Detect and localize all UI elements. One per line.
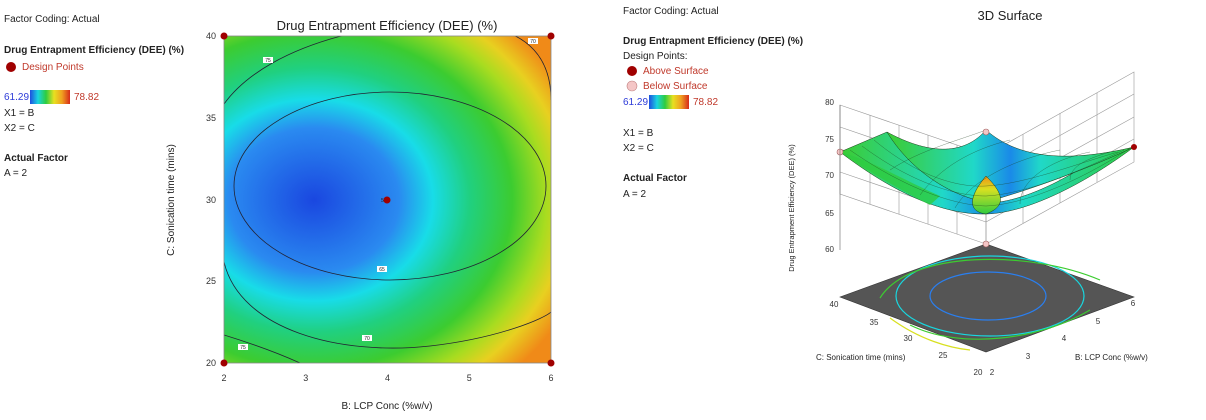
- contour-label-65: 65: [379, 267, 385, 273]
- contour-line-70: [224, 261, 551, 349]
- x-tick: 4: [1062, 334, 1067, 343]
- above-surface-label: Above Surface: [643, 66, 709, 77]
- contour-x-ticks: 2 3 4 5 6: [221, 373, 553, 383]
- factor-coding-left: Factor Coding: Actual: [4, 14, 100, 25]
- surface-z-axis-label: Drug Entrapment Efficiency (DEE) (%): [787, 144, 796, 272]
- contour-y-ticks: 20 25 30 35 40: [206, 31, 216, 368]
- x-tick: 5: [467, 373, 472, 383]
- y-tick: 40: [830, 300, 839, 309]
- factor-coding-right: Factor Coding: Actual: [623, 6, 719, 17]
- contour-labels: 65 70 75 70 75: [238, 38, 538, 351]
- surface-chart: 3D Surface: [787, 8, 1148, 377]
- x-tick: 3: [1026, 352, 1031, 361]
- y-tick: 25: [206, 276, 216, 286]
- floor-contours: [879, 255, 1101, 351]
- design-points-label-left: Design Points: [22, 62, 84, 73]
- contour-title: Drug Entrapment Efficiency (DEE) (%): [277, 18, 498, 33]
- contour-design-points: 5: [220, 32, 555, 367]
- range-max-right: 78.82: [693, 97, 719, 108]
- surface-z-ticks: 60 65 70 75 80: [825, 98, 834, 254]
- design-points-label-right: Design Points:: [623, 51, 688, 62]
- actual-factor-title-right: Actual Factor: [623, 173, 687, 184]
- actual-factor-title-left: Actual Factor: [4, 153, 68, 164]
- actual-factor-value-left: A = 2: [4, 168, 28, 179]
- color-scale-bar-left: [30, 90, 70, 104]
- range-max-left: 78.82: [74, 92, 100, 103]
- surface-x-ticks: 2 3 4 5 6: [990, 299, 1136, 377]
- y-tick: 25: [939, 351, 948, 360]
- design-point: [547, 359, 555, 367]
- surface-title: 3D Surface: [977, 8, 1042, 23]
- y-tick: 35: [870, 318, 879, 327]
- contour-line-65: [233, 91, 547, 281]
- surface-x-axis-label: B: LCP Conc (%w/v): [1075, 353, 1148, 362]
- surface-floor: [839, 243, 1135, 353]
- contour-label-75-top: 75: [265, 58, 271, 64]
- contour-label-75-bottom: 75: [240, 345, 246, 351]
- color-scale-bar-right: [649, 95, 689, 109]
- y-tick: 40: [206, 31, 216, 41]
- x-tick: 4: [385, 373, 390, 383]
- design-point: [220, 359, 228, 367]
- y-tick: 30: [206, 195, 216, 205]
- x-tick: 5: [1096, 317, 1101, 326]
- contour-label-70: 70: [364, 336, 370, 342]
- contour-x-axis-label: B: LCP Conc (%w/v): [342, 401, 433, 412]
- design-point-below: [982, 240, 990, 248]
- design-point-above: [1131, 144, 1137, 150]
- contour-chart: Drug Entrapment Efficiency (DEE) (%) 65 …: [166, 18, 555, 412]
- x2-assignment-right: X2 = C: [623, 143, 654, 154]
- z-tick: 65: [825, 209, 834, 218]
- z-tick: 60: [825, 245, 834, 254]
- x2-assignment-left: X2 = C: [4, 123, 35, 134]
- surface-y-axis-label: C: Sonication time (mins): [816, 353, 906, 362]
- y-tick: 35: [206, 113, 216, 123]
- y-tick: 20: [974, 368, 983, 377]
- x-tick: 6: [1131, 299, 1136, 308]
- below-surface-label: Below Surface: [643, 81, 708, 92]
- design-point-center: [383, 196, 391, 204]
- below-surface-marker-icon: [626, 80, 638, 92]
- z-tick: 80: [825, 98, 834, 107]
- y-tick: 30: [904, 334, 913, 343]
- design-point: [547, 32, 555, 40]
- range-min-right: 61.29: [623, 97, 649, 108]
- x1-assignment-right: X1 = B: [623, 128, 654, 139]
- contour-line-75-top: [224, 36, 551, 105]
- x-tick: 2: [990, 368, 995, 377]
- y-tick: 20: [206, 358, 216, 368]
- response-surface: [839, 129, 1135, 215]
- x1-assignment-left: X1 = B: [4, 108, 35, 119]
- response-title-left: Drug Entrapment Efficiency (DEE) (%): [4, 45, 185, 56]
- design-point-marker-icon: [6, 62, 16, 72]
- contour-y-axis-label: C: Sonication time (mins): [166, 144, 177, 256]
- x-tick: 3: [303, 373, 308, 383]
- x-tick: 2: [221, 373, 226, 383]
- actual-factor-value-right: A = 2: [623, 189, 647, 200]
- contour-line-75-bottom: [224, 334, 301, 363]
- surface-y-ticks: 20 25 30 35 40: [830, 300, 983, 377]
- range-min-left: 61.29: [4, 92, 30, 103]
- design-point: [220, 32, 228, 40]
- z-tick: 75: [825, 135, 834, 144]
- x-tick: 6: [548, 373, 553, 383]
- design-point-below: [982, 128, 990, 136]
- contour-label-70-top: 70: [530, 39, 536, 45]
- contour-plot-frame: [223, 35, 552, 364]
- above-surface-marker-icon: [627, 66, 637, 76]
- z-tick: 70: [825, 171, 834, 180]
- center-point-count: 5: [381, 198, 384, 204]
- response-title-right: Drug Entrapment Efficiency (DEE) (%): [623, 36, 804, 47]
